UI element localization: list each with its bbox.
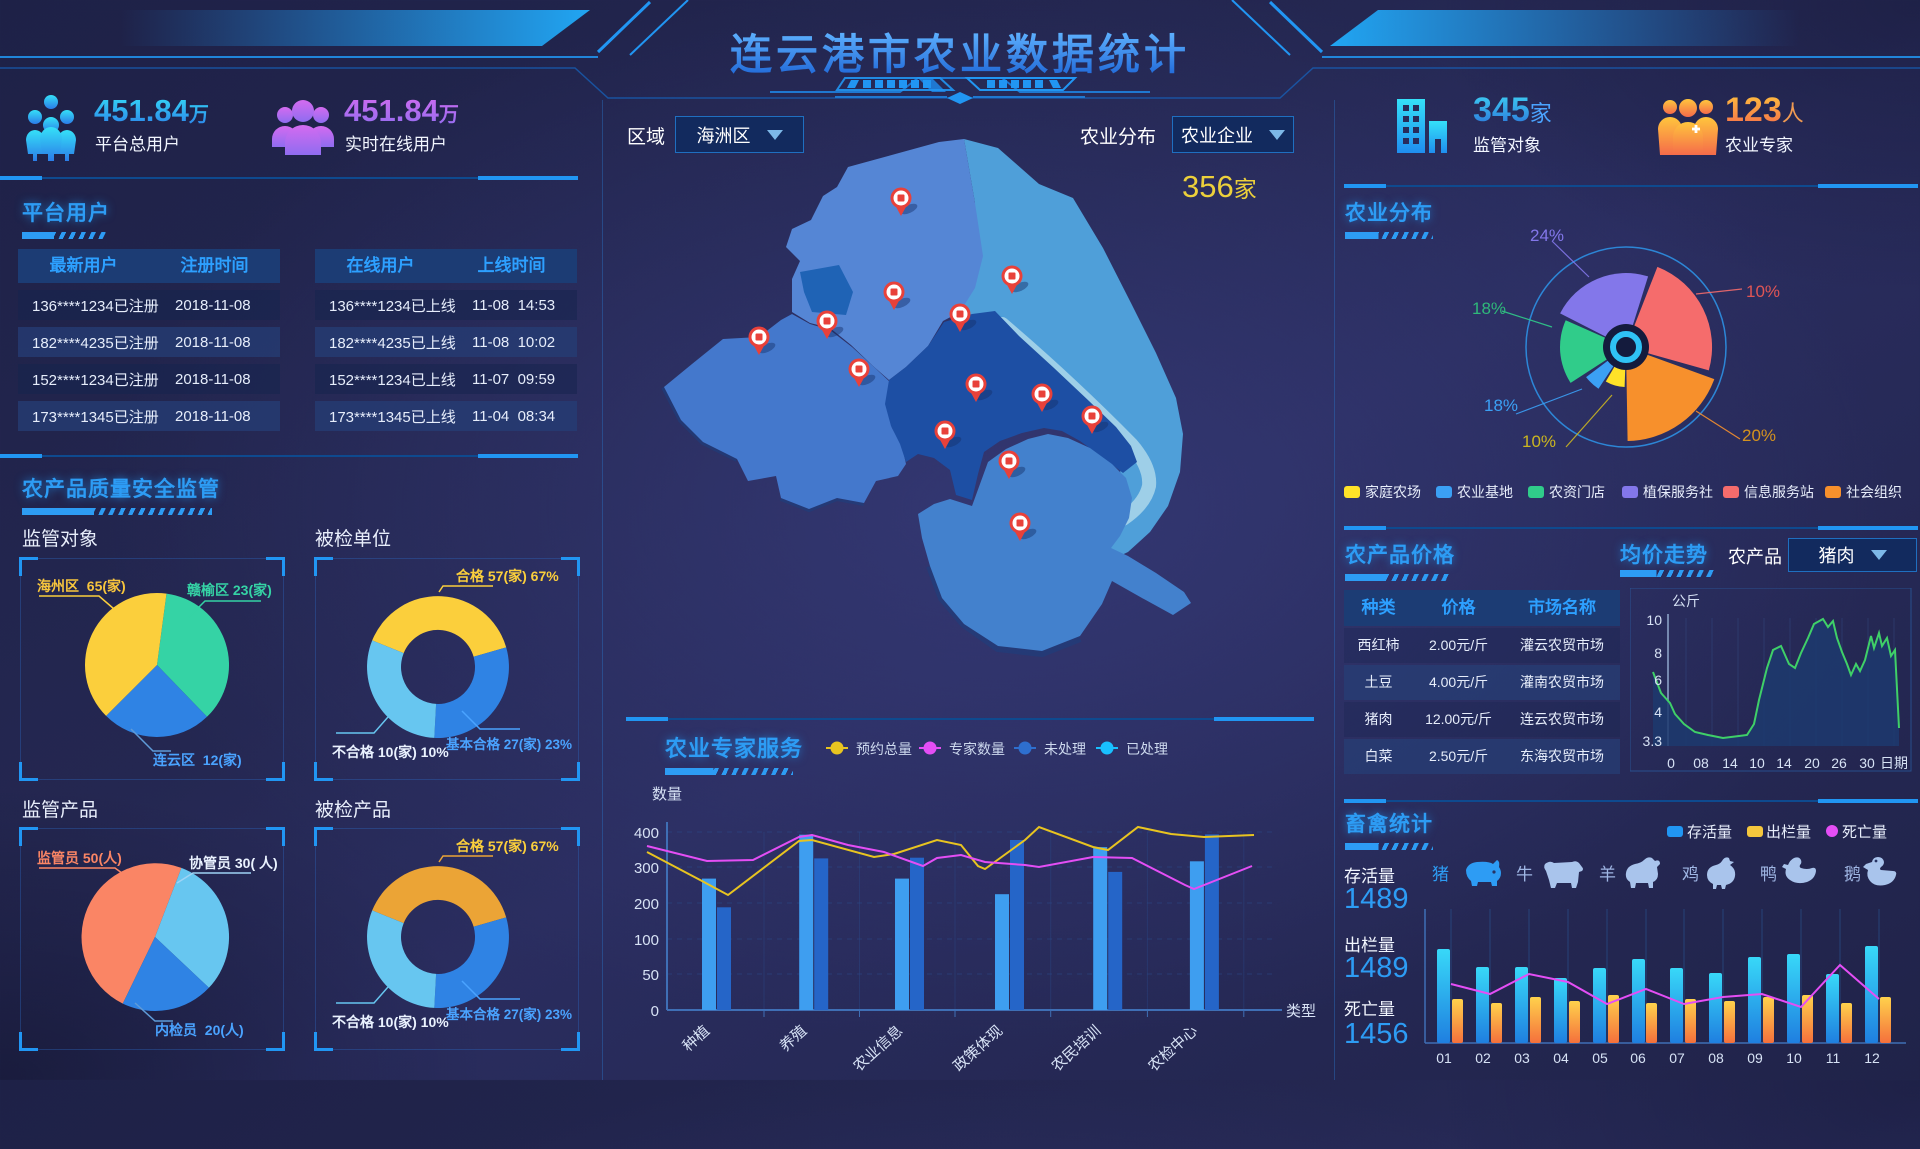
- svg-text:10%: 10%: [1746, 282, 1780, 301]
- svg-text:类型: 类型: [1286, 1003, 1316, 1020]
- svg-text:20%: 20%: [1742, 426, 1776, 445]
- svg-text:合格 57(家) 67%: 合格 57(家) 67%: [456, 838, 559, 854]
- svg-text:50: 50: [642, 967, 659, 984]
- svg-text:0: 0: [1667, 755, 1675, 771]
- svg-text:06: 06: [1630, 1050, 1646, 1066]
- svg-text:20: 20: [1804, 755, 1820, 771]
- svg-text:24%: 24%: [1530, 226, 1564, 245]
- svg-text:基本合格 27(家) 23%: 基本合格 27(家) 23%: [446, 736, 572, 752]
- svg-text:01: 01: [1436, 1050, 1452, 1066]
- svg-text:05: 05: [1592, 1050, 1608, 1066]
- svg-text:26: 26: [1831, 755, 1847, 771]
- svg-text:政策体现: 政策体现: [950, 1022, 1006, 1075]
- svg-text:10: 10: [1749, 755, 1765, 771]
- svg-text:400: 400: [634, 825, 659, 842]
- svg-text:30: 30: [1859, 755, 1875, 771]
- svg-text:14: 14: [1776, 755, 1792, 771]
- svg-text:连云区 12(家): 连云区 12(家): [153, 752, 242, 768]
- svg-text:10%: 10%: [1522, 432, 1556, 451]
- svg-text:08: 08: [1708, 1050, 1724, 1066]
- svg-text:8: 8: [1654, 645, 1662, 661]
- svg-text:03: 03: [1514, 1050, 1530, 1066]
- svg-text:公斤: 公斤: [1672, 593, 1700, 609]
- svg-text:不合格 10(家) 10%: 不合格 10(家) 10%: [332, 744, 449, 760]
- svg-text:10: 10: [1786, 1050, 1802, 1066]
- svg-text:100: 100: [634, 932, 659, 949]
- svg-text:赣榆区 23(家): 赣榆区 23(家): [187, 582, 272, 598]
- svg-text:合格 57(家) 67%: 合格 57(家) 67%: [456, 568, 559, 584]
- svg-text:07: 07: [1669, 1050, 1685, 1066]
- svg-text:协管员 30( 人): 协管员 30( 人): [189, 855, 278, 871]
- svg-text:18%: 18%: [1472, 299, 1506, 318]
- svg-text:农民培训: 农民培训: [1048, 1022, 1104, 1075]
- svg-text:18%: 18%: [1484, 396, 1518, 415]
- svg-text:200: 200: [634, 896, 659, 913]
- svg-text:04: 04: [1553, 1050, 1569, 1066]
- svg-text:3.3: 3.3: [1643, 733, 1663, 749]
- svg-text:14: 14: [1722, 755, 1738, 771]
- svg-text:02: 02: [1475, 1050, 1491, 1066]
- svg-text:农检中心: 农检中心: [1145, 1022, 1201, 1075]
- svg-text:10: 10: [1646, 612, 1662, 628]
- svg-text:内检员 20(人): 内检员 20(人): [155, 1022, 244, 1038]
- svg-text:种植: 种植: [679, 1022, 713, 1055]
- svg-text:12: 12: [1864, 1050, 1880, 1066]
- svg-text:日期: 日期: [1880, 755, 1908, 771]
- svg-text:11: 11: [1826, 1050, 1841, 1066]
- svg-text:09: 09: [1747, 1050, 1763, 1066]
- svg-text:300: 300: [634, 860, 659, 877]
- svg-text:监管员 50(人): 监管员 50(人): [37, 850, 122, 866]
- svg-text:海州区 65(家): 海州区 65(家): [37, 578, 126, 594]
- svg-text:6: 6: [1654, 672, 1662, 688]
- svg-text:养殖: 养殖: [777, 1022, 811, 1055]
- svg-text:不合格 10(家) 10%: 不合格 10(家) 10%: [332, 1014, 449, 1030]
- svg-text:农业信息: 农业信息: [850, 1022, 906, 1075]
- svg-text:基本合格 27(家) 23%: 基本合格 27(家) 23%: [446, 1006, 572, 1022]
- svg-text:08: 08: [1693, 755, 1709, 771]
- svg-text:0: 0: [651, 1003, 659, 1020]
- svg-text:4: 4: [1654, 704, 1662, 720]
